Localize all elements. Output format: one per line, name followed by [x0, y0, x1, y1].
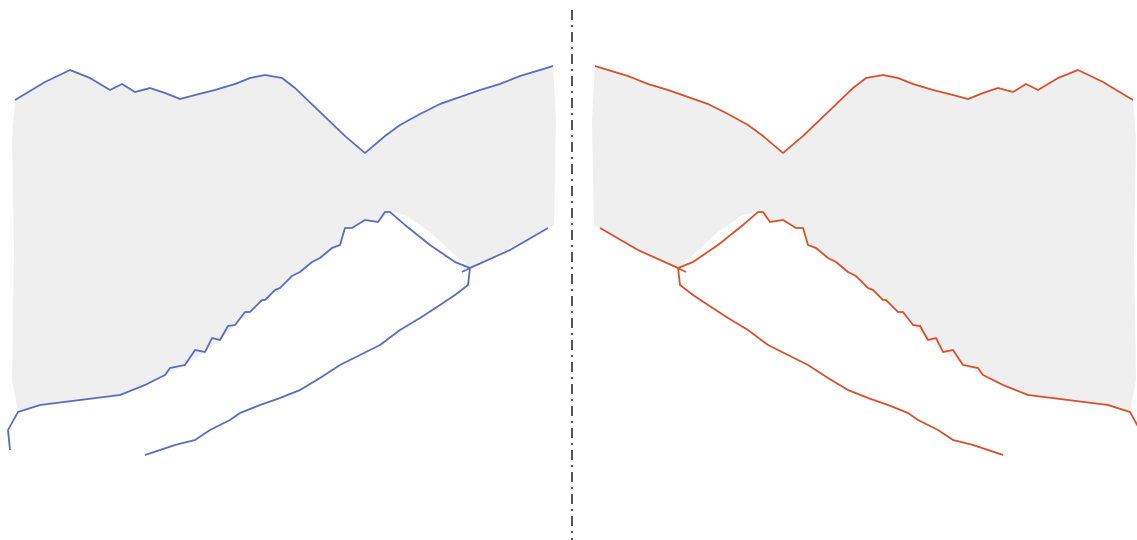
shaded-region — [12, 66, 556, 412]
right-shape — [592, 65, 1137, 456]
shaded-region — [592, 66, 1136, 412]
left-shape — [7, 65, 556, 456]
